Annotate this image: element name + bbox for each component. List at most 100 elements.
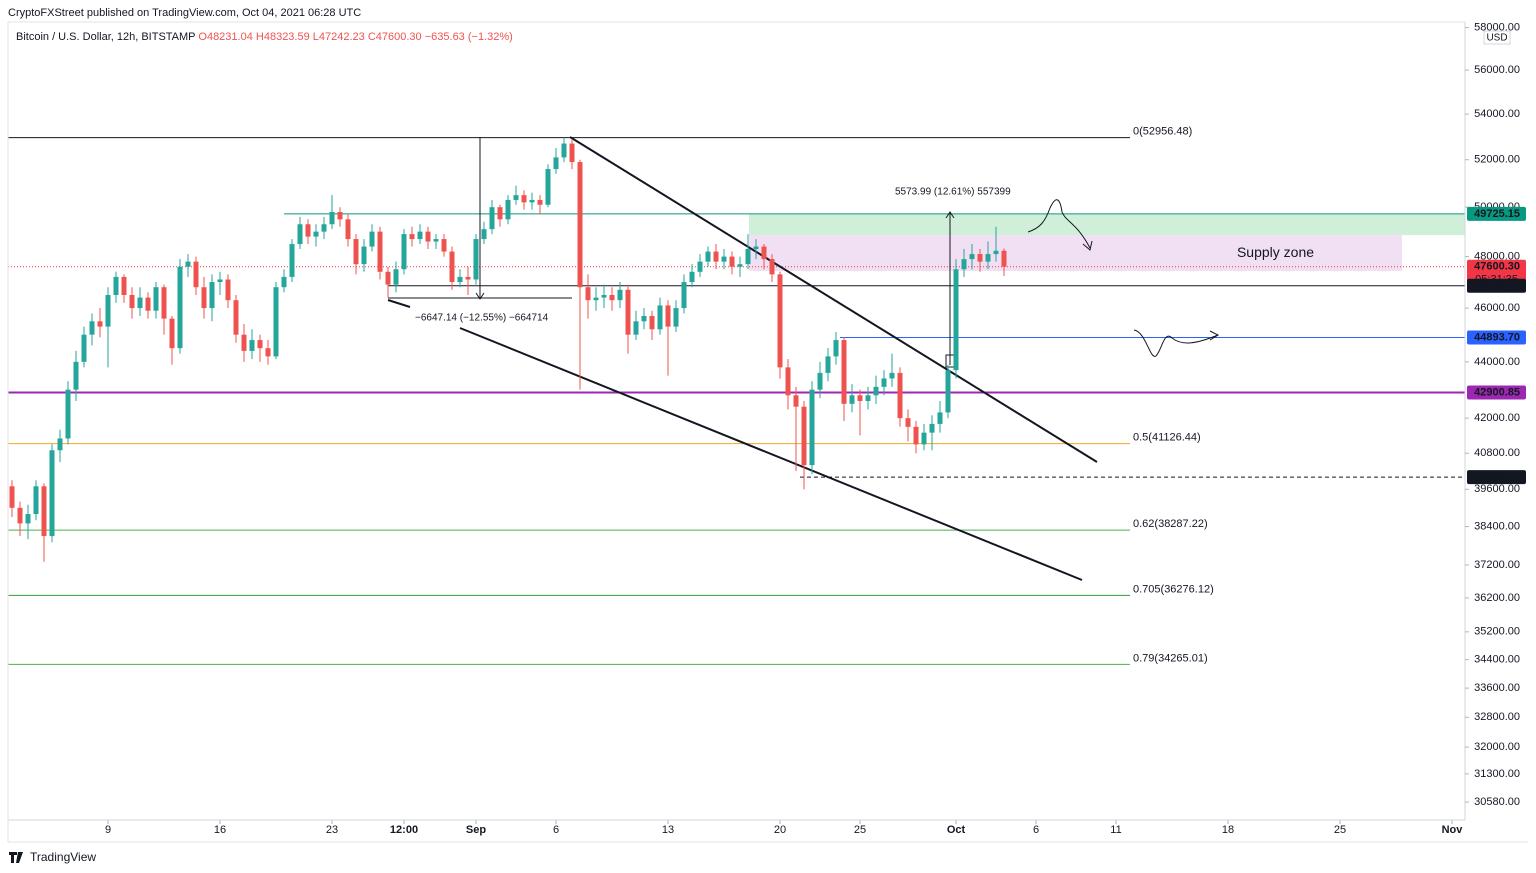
zone-label: Supply zone: [1237, 244, 1314, 260]
lower-trendline: [459, 327, 1083, 581]
ohlc-open: O48231.04: [198, 31, 252, 43]
candle-body: [689, 271, 695, 283]
candle-body: [449, 251, 455, 283]
candle-body: [849, 395, 855, 404]
candle-body: [417, 231, 423, 240]
y-tick-label: 36200.00: [1474, 592, 1520, 604]
candle-body: [833, 340, 839, 357]
logo-text: TradingView: [30, 850, 96, 864]
candle-body: [177, 266, 183, 349]
candle-body: [433, 239, 439, 242]
candle-body: [737, 264, 743, 267]
candle-body: [785, 367, 791, 396]
y-tick-label: 33600.00: [1474, 682, 1520, 694]
candle-body: [145, 297, 151, 311]
candle-body: [65, 389, 71, 439]
arrow-head: [1209, 330, 1220, 341]
candle-body: [753, 246, 759, 250]
candle-body: [513, 195, 519, 200]
x-tick-label: 25: [854, 824, 866, 836]
candle-body: [577, 162, 583, 288]
x-tick-label: Oct: [947, 824, 966, 836]
candle-body: [545, 169, 551, 205]
price-label-box: [1467, 330, 1526, 345]
candle-body: [913, 426, 919, 445]
zone: [749, 213, 1465, 236]
candle-body: [673, 308, 679, 327]
candle-body: [313, 231, 319, 237]
candle-body: [825, 356, 831, 373]
ohlc-high: H48323.59: [256, 31, 310, 43]
candle-body: [801, 406, 807, 466]
candle-body: [473, 239, 479, 280]
candle-body: [401, 234, 407, 270]
y-tick-label: 32800.00: [1474, 711, 1520, 723]
y-tick-label: 44000.00: [1474, 356, 1520, 368]
price-label-box: [1467, 278, 1526, 293]
x-tick-label: 23: [326, 824, 338, 836]
ohlc-low: L47242.23: [313, 31, 365, 43]
y-tick-label: 39600.00: [1474, 483, 1520, 495]
price-label-box: [1467, 206, 1526, 221]
candle-body: [729, 256, 735, 267]
price-label: 42900.85: [1474, 386, 1520, 398]
publisher: CryptoFXStreet published on TradingView.…: [8, 7, 361, 19]
candle-body: [129, 294, 135, 309]
fib-label: 0.62(38287.22): [1133, 518, 1208, 530]
candle-body: [225, 279, 231, 301]
candle-body: [705, 251, 711, 262]
candle-body: [769, 259, 775, 275]
x-tick-label: 13: [662, 824, 674, 836]
candle-body: [641, 315, 647, 322]
x-tick-label: 11: [1110, 824, 1121, 836]
candle-body: [609, 294, 615, 301]
fib-label: 0.705(36276.12): [1133, 583, 1214, 595]
candle-body: [153, 287, 159, 311]
candle-body: [305, 224, 311, 237]
candle-body: [57, 438, 63, 451]
candle-body: [497, 207, 503, 220]
hand-arrow: [1133, 329, 1219, 357]
arrow-head: [945, 211, 955, 219]
candle-body: [9, 486, 15, 508]
candle-body: [945, 370, 951, 413]
x-tick-label: Sep: [466, 824, 486, 836]
fib-label: 0.79(34265.01): [1133, 652, 1208, 664]
candle-body: [953, 269, 959, 371]
candle-body: [353, 239, 359, 265]
candle-body: [193, 261, 199, 288]
candle-body: [745, 249, 751, 265]
candle-body: [625, 289, 631, 335]
candle-body: [297, 224, 303, 245]
candle-body: [697, 261, 703, 272]
measure-label: 5573.99 (12.61%) 557399: [895, 187, 1011, 198]
x-tick-label: 9: [105, 824, 111, 836]
arrow-head: [475, 292, 485, 300]
candle-body: [593, 297, 599, 301]
y-tick-label: 38400.00: [1474, 520, 1520, 532]
x-tick-label: 12:00: [390, 824, 418, 836]
symbol: Bitcoin / U.S. Dollar, 12h, BITSTAMP: [16, 31, 195, 43]
axes: 58000.0056000.0054000.0052000.0050000.00…: [7, 21, 1528, 843]
candle-body: [617, 289, 623, 301]
candle-body: [217, 279, 223, 283]
y-tick-label: 31300.00: [1474, 768, 1520, 780]
candle-body: [425, 231, 431, 242]
candle-body: [113, 276, 119, 295]
candle-body: [681, 282, 687, 309]
y-tick-label: 56000.00: [1474, 64, 1520, 76]
fib-label: 0(52956.48): [1133, 126, 1192, 138]
y-tick-label: 54000.00: [1474, 108, 1520, 120]
measure-label: −6647.14 (−12.55%) −664714: [415, 313, 549, 324]
y-tick-label: 37200.00: [1474, 559, 1520, 571]
price-label: 40000.00: [1474, 471, 1520, 483]
candle-body: [521, 195, 527, 203]
y-tick-label: 32000.00: [1474, 741, 1520, 753]
candle-body: [873, 386, 879, 396]
candle-body: [169, 318, 175, 349]
candle-body: [889, 372, 895, 379]
candle-body: [97, 321, 103, 327]
candle-body: [441, 239, 447, 252]
ohlc-change: −635.63 (−1.32%): [425, 31, 513, 43]
